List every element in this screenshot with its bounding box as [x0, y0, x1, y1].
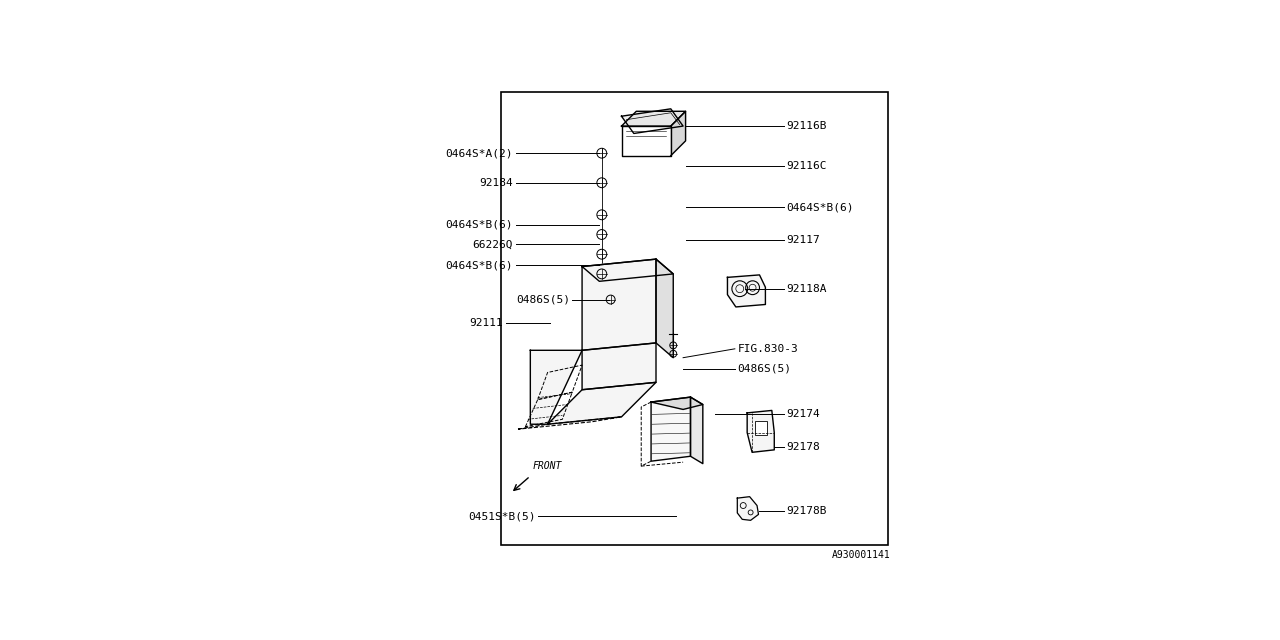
Polygon shape	[530, 350, 582, 424]
Text: 92116C: 92116C	[787, 161, 827, 170]
Polygon shape	[652, 397, 703, 410]
Polygon shape	[582, 259, 673, 282]
Text: FRONT: FRONT	[532, 461, 562, 471]
Text: 92178B: 92178B	[787, 506, 827, 516]
Text: 92118A: 92118A	[787, 284, 827, 294]
Text: 92117: 92117	[787, 236, 820, 245]
Polygon shape	[548, 382, 657, 424]
Polygon shape	[582, 259, 657, 350]
Text: A930001141: A930001141	[831, 550, 890, 560]
Polygon shape	[657, 259, 673, 358]
Polygon shape	[622, 109, 684, 134]
Text: 0464S*B(6): 0464S*B(6)	[787, 202, 854, 212]
Polygon shape	[652, 397, 690, 461]
Polygon shape	[582, 343, 657, 390]
Text: 0486S(5): 0486S(5)	[516, 294, 570, 305]
Polygon shape	[690, 397, 703, 463]
Text: 92116B: 92116B	[787, 121, 827, 131]
Text: 0451S*B(5): 0451S*B(5)	[467, 511, 535, 522]
Text: 0464S*A(2): 0464S*A(2)	[445, 148, 513, 158]
Text: 0464S*B(6): 0464S*B(6)	[445, 260, 513, 270]
Bar	[755, 421, 767, 435]
Polygon shape	[737, 497, 759, 520]
Bar	[500, 92, 887, 545]
Polygon shape	[748, 410, 774, 452]
Polygon shape	[727, 275, 765, 307]
Text: 92111: 92111	[470, 318, 503, 328]
Text: 92178: 92178	[787, 442, 820, 452]
Text: FIG.830-3: FIG.830-3	[737, 344, 797, 354]
Polygon shape	[622, 111, 686, 126]
Polygon shape	[671, 111, 686, 156]
Text: 0486S(5): 0486S(5)	[737, 364, 791, 374]
Text: 92174: 92174	[787, 410, 820, 419]
Text: 92184: 92184	[479, 178, 513, 188]
Text: 0464S*B(6): 0464S*B(6)	[445, 220, 513, 230]
Text: 66226Q: 66226Q	[472, 239, 513, 250]
Polygon shape	[622, 126, 671, 156]
